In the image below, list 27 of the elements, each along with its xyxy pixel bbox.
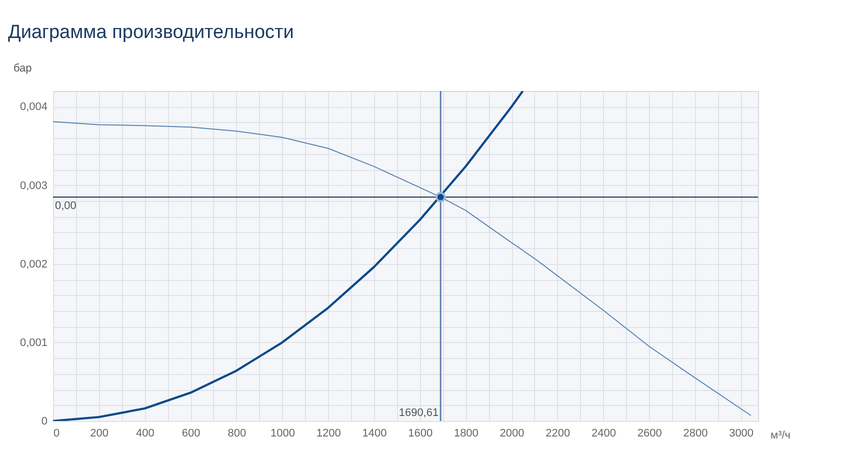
ref-line-label: 0,00 bbox=[55, 200, 76, 212]
x-tick-label: 2000 bbox=[500, 428, 524, 440]
line-series bbox=[53, 121, 752, 416]
x-tick-label: 2400 bbox=[592, 428, 616, 440]
x-tick-label: 1600 bbox=[408, 428, 433, 440]
x-tick-label: 200 bbox=[90, 428, 109, 440]
y-axis-title: бар bbox=[14, 62, 32, 74]
x-tick-label: 800 bbox=[228, 428, 246, 440]
x-tick-label: 2200 bbox=[546, 428, 570, 440]
y-tick-label: 0,004 bbox=[20, 101, 48, 114]
chart-title: Диаграмма производительности bbox=[8, 22, 294, 43]
x-tick-label: 2600 bbox=[637, 428, 662, 440]
x-tick-label: 1200 bbox=[316, 428, 341, 440]
x-axis-title: м³/ч bbox=[770, 430, 791, 442]
x-tick-label: 1800 bbox=[454, 428, 478, 440]
x-tick-label: 2800 bbox=[683, 428, 708, 440]
ref-line-label: 1690,61 bbox=[398, 407, 439, 419]
x-tick-label: 1400 bbox=[362, 428, 387, 440]
y-tick-label: 0 bbox=[41, 416, 48, 428]
y-tick-label: 0,001 bbox=[20, 336, 48, 349]
y-tick-label: 0,003 bbox=[20, 180, 48, 192]
x-tick-label: 3000 bbox=[729, 428, 754, 440]
x-tick-label: 0 bbox=[54, 428, 60, 440]
x-tick-label: 1000 bbox=[270, 428, 296, 440]
x-tick-label: 600 bbox=[182, 428, 200, 440]
x-tick-label: 400 bbox=[136, 428, 154, 440]
y-tick-label: 0,002 bbox=[20, 258, 48, 270]
